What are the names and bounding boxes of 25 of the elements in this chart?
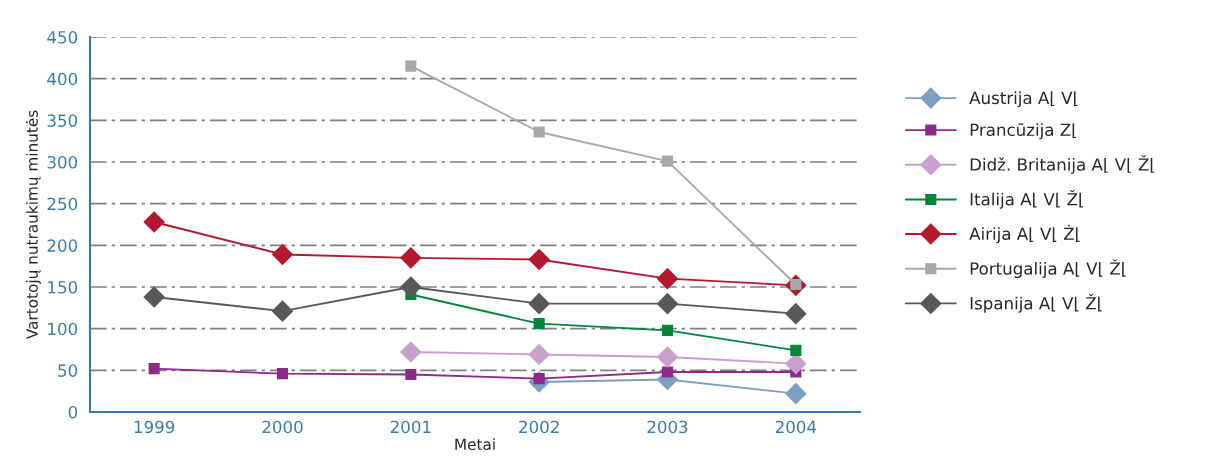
x-tick-label: 2000 (262, 420, 303, 434)
x-tick-label: 2003 (647, 420, 688, 434)
y-tick-label: 50 (58, 364, 78, 377)
x-tick-label: 2002 (519, 420, 559, 434)
y-tick-label: 350 (47, 114, 78, 127)
legend-label: Austrija A⌊ V⌊ (969, 91, 1078, 108)
y-tick-label: 150 (48, 280, 78, 294)
x-axis-title: Metai (455, 438, 495, 451)
y-tick-label: 250 (47, 197, 78, 211)
legend-label: Airija A⌊ V⌊ Ż⌊ (969, 224, 1080, 244)
x-tick-label: 2004 (775, 420, 817, 434)
y-tick-label: 400 (47, 72, 78, 86)
y-tick-label: 0 (68, 405, 78, 419)
legend-label: Didž. Britanija A⌊ V⌊ Ž⌊ (970, 155, 1155, 175)
x-tick-label: 1999 (134, 420, 175, 434)
y-tick-label: 100 (48, 322, 78, 336)
legend-label: Italija A⌊ V⌊ Ž⌊ (970, 189, 1083, 209)
legend-label: Portugalija A⌊ V⌊ Ž⌊ (970, 259, 1126, 279)
y-tick-label: 300 (47, 155, 78, 169)
y-axis-title: Vartotojų nutraukimų minutės (26, 110, 41, 340)
y-tick-label: 450 (47, 30, 78, 44)
x-tick-label: 2001 (390, 420, 431, 434)
y-tick-label: 200 (47, 239, 78, 252)
legend-label: Ispanija A⌊ V⌊ Ž⌊ (970, 293, 1102, 313)
legend-label: Prancūzija Z⌊ (970, 123, 1077, 140)
